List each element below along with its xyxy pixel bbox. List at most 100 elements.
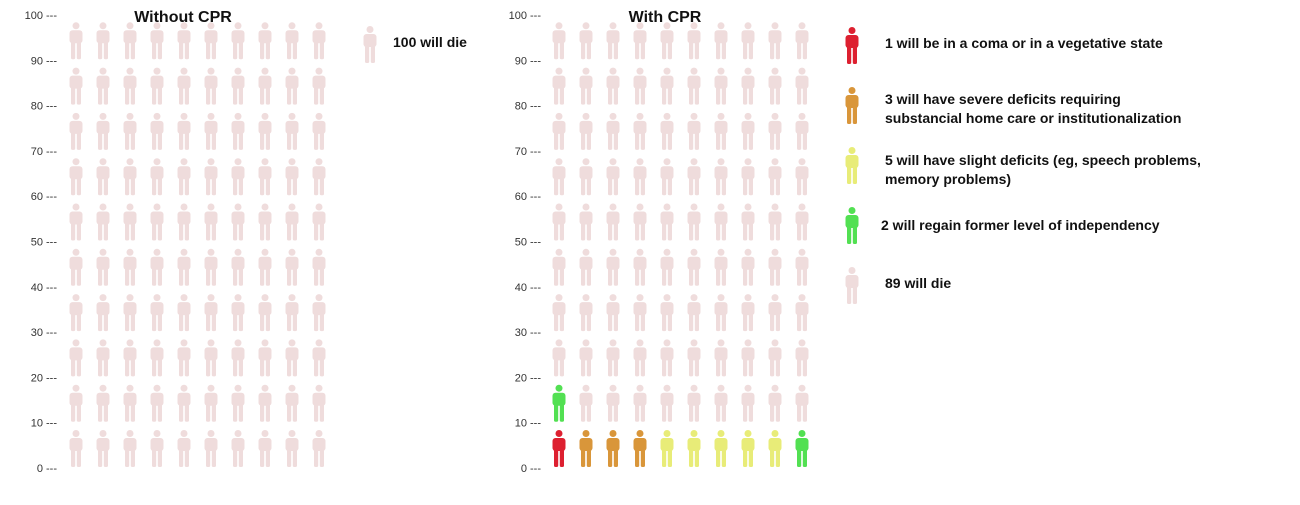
person-icon bbox=[795, 384, 809, 422]
person-icon bbox=[687, 203, 701, 241]
person-icon bbox=[845, 207, 859, 244]
y-tick-label: 100 --- bbox=[25, 10, 58, 22]
person-icon bbox=[285, 339, 299, 377]
person-icon bbox=[606, 203, 620, 241]
person-icon bbox=[633, 22, 647, 60]
person-icon bbox=[845, 147, 859, 184]
person-icon bbox=[69, 430, 83, 467]
person-icon bbox=[69, 203, 83, 241]
person-icon bbox=[714, 248, 728, 286]
person-icon bbox=[768, 294, 782, 332]
y-tick-label: 30 --- bbox=[31, 327, 58, 339]
legend-label-coma: 1 will be in a coma or in a vegetative s… bbox=[885, 35, 1163, 51]
person-icon bbox=[768, 112, 782, 150]
person-icon bbox=[552, 430, 566, 467]
person-icon bbox=[231, 158, 245, 196]
y-tick-label: 0 --- bbox=[521, 463, 542, 475]
person-icon bbox=[177, 339, 191, 377]
person-icon bbox=[231, 203, 245, 241]
y-tick-label: 60 --- bbox=[31, 191, 58, 203]
person-icon bbox=[123, 203, 137, 241]
person-icon bbox=[312, 384, 326, 422]
person-icon bbox=[687, 248, 701, 286]
person-icon bbox=[660, 67, 674, 105]
person-icon bbox=[552, 203, 566, 241]
y-tick-label: 20 --- bbox=[31, 372, 58, 384]
person-icon bbox=[150, 384, 164, 422]
person-icon bbox=[633, 67, 647, 105]
person-icon bbox=[714, 112, 728, 150]
person-icon bbox=[177, 430, 191, 467]
person-icon bbox=[741, 430, 755, 467]
person-icon bbox=[285, 67, 299, 105]
person-icon bbox=[552, 67, 566, 105]
person-icon bbox=[231, 248, 245, 286]
person-icon bbox=[258, 203, 272, 241]
person-icon bbox=[258, 112, 272, 150]
person-icon bbox=[579, 294, 593, 332]
person-icon bbox=[606, 67, 620, 105]
person-icon bbox=[579, 112, 593, 150]
person-icon bbox=[714, 384, 728, 422]
person-icon bbox=[768, 384, 782, 422]
person-icon bbox=[123, 248, 137, 286]
pictogram-grid-without-cpr bbox=[69, 22, 326, 467]
person-icon bbox=[150, 339, 164, 377]
person-icon bbox=[312, 203, 326, 241]
person-icon bbox=[579, 203, 593, 241]
person-icon bbox=[123, 384, 137, 422]
y-tick-label: 10 --- bbox=[515, 418, 542, 430]
panel-title-without-cpr: Without CPR bbox=[134, 9, 232, 26]
person-icon bbox=[579, 67, 593, 105]
person-icon bbox=[714, 294, 728, 332]
person-icon bbox=[231, 339, 245, 377]
person-icon bbox=[552, 22, 566, 60]
person-icon bbox=[795, 203, 809, 241]
person-icon bbox=[285, 158, 299, 196]
person-icon bbox=[177, 67, 191, 105]
person-icon bbox=[123, 158, 137, 196]
person-icon bbox=[768, 203, 782, 241]
y-axis-without-cpr: 0 --- 10 --- 20 --- 30 --- 40 --- 50 --- 60 --… bbox=[25, 10, 58, 475]
person-icon bbox=[258, 384, 272, 422]
y-tick-label: 80 --- bbox=[515, 101, 542, 113]
y-tick-label: 70 --- bbox=[515, 146, 542, 158]
person-icon bbox=[741, 112, 755, 150]
person-icon bbox=[552, 112, 566, 150]
person-icon bbox=[204, 158, 218, 196]
person-icon bbox=[96, 339, 110, 377]
person-icon bbox=[363, 26, 377, 63]
person-icon bbox=[285, 294, 299, 332]
person-icon bbox=[285, 203, 299, 241]
legend-label-slight-line-1: 5 will have slight deficits (eg, speech … bbox=[885, 152, 1201, 168]
person-icon bbox=[606, 430, 620, 467]
person-icon bbox=[768, 339, 782, 377]
person-icon bbox=[204, 384, 218, 422]
person-icon bbox=[633, 158, 647, 196]
person-icon bbox=[795, 294, 809, 332]
legend-label-100-will-die: 100 will die bbox=[393, 34, 467, 50]
person-icon bbox=[96, 67, 110, 105]
y-tick-label: 40 --- bbox=[515, 282, 542, 294]
person-icon bbox=[633, 339, 647, 377]
person-icon bbox=[606, 112, 620, 150]
person-icon bbox=[845, 267, 859, 304]
person-icon bbox=[687, 430, 701, 467]
person-icon bbox=[768, 22, 782, 60]
person-icon bbox=[312, 294, 326, 332]
y-tick-label: 10 --- bbox=[31, 418, 58, 430]
person-icon bbox=[231, 294, 245, 332]
person-icon bbox=[552, 384, 566, 422]
person-icon bbox=[741, 67, 755, 105]
person-icon bbox=[312, 430, 326, 467]
y-tick-label: 0 --- bbox=[37, 463, 58, 475]
person-icon bbox=[579, 158, 593, 196]
person-icon bbox=[687, 67, 701, 105]
person-icon bbox=[123, 67, 137, 105]
person-icon bbox=[96, 430, 110, 467]
person-icon bbox=[150, 203, 164, 241]
person-icon bbox=[714, 22, 728, 60]
person-icon bbox=[795, 248, 809, 286]
person-icon bbox=[795, 67, 809, 105]
person-icon bbox=[177, 384, 191, 422]
